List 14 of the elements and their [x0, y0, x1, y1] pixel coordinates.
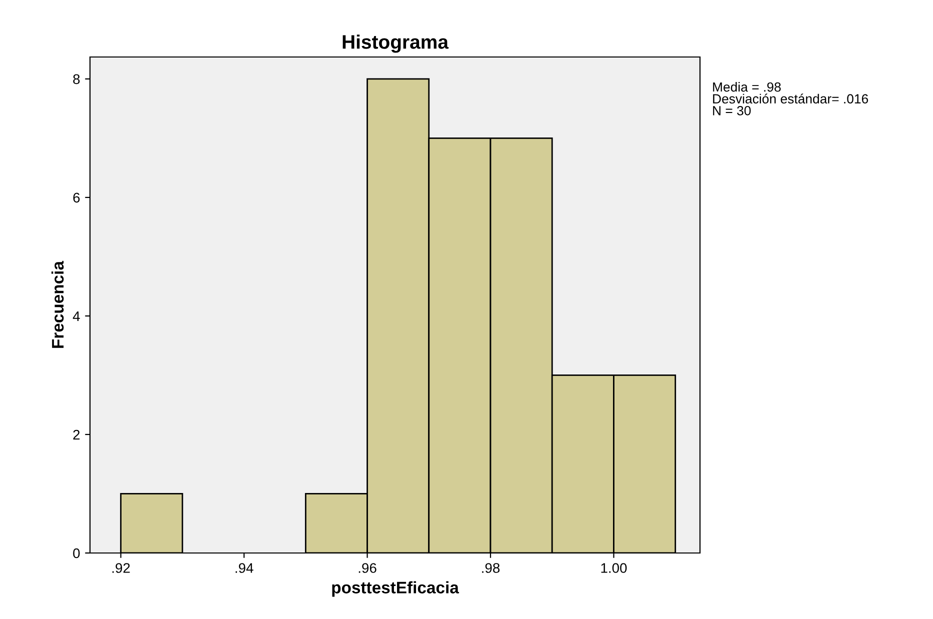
y-tick-label: 2	[73, 430, 80, 440]
x-tick-label: .96	[358, 563, 376, 573]
y-axis-title: Frecuencia	[51, 260, 64, 348]
y-tick-label: 0	[73, 548, 80, 558]
text: Media = .98 Desviación estándar= .016 N = 30	[713, 82, 868, 116]
x-axis-title: posttestEficacia	[332, 581, 460, 597]
x-tick-label: .98	[482, 563, 500, 573]
y-tick-label: 8	[73, 74, 80, 84]
x-tick-label: 1.00	[601, 563, 627, 573]
x-tick-label: .94	[236, 563, 254, 573]
y-tick-label: 4	[72, 311, 80, 321]
chart-title: Histograma	[342, 34, 449, 53]
y-tick-label: 6	[73, 192, 80, 203]
x-tick-label: .92	[112, 563, 130, 573]
